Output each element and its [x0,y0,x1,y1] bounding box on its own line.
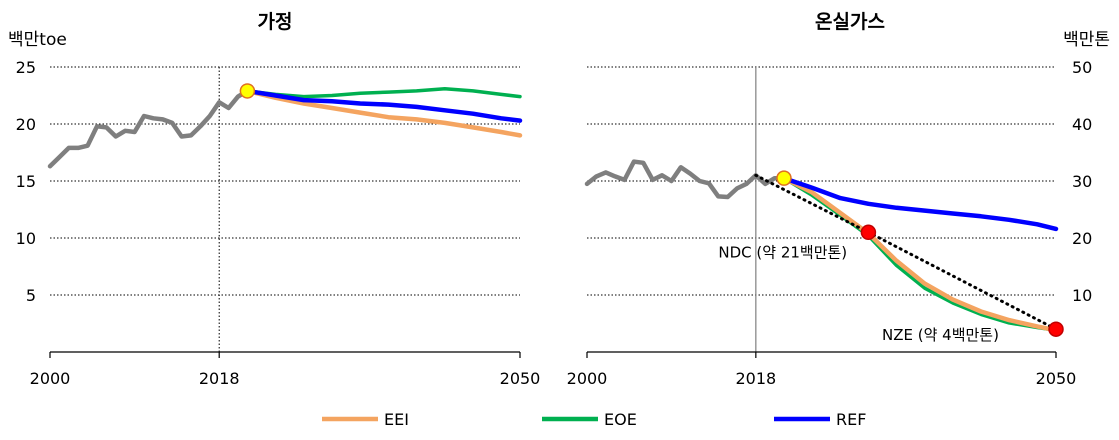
series-line-eei [245,88,523,138]
legend: EEI EOE REF [322,410,866,429]
legend-label-eoe: EOE [604,410,637,429]
left-grid [50,66,520,352]
series-line-eei [781,175,1059,333]
y-tick-label: 50 [1072,58,1092,77]
x-tick-label: 2050 [500,369,541,388]
x-tick-label: 2018 [735,369,776,388]
left-chart-title: 가정 [258,11,293,33]
left-panel: 가정 백만toe 5 10 15 20 25 2000 2018 2050 [8,11,540,388]
x-tick-label: 2000 [30,369,71,388]
series-line-ref [245,88,523,123]
y-tick-label: 5 [26,286,36,305]
legend-label-ref: REF [836,410,866,429]
series-line-ref [781,175,1059,232]
point-marker [860,224,877,241]
right-grid [587,66,1056,352]
y-tick-label: 20 [16,115,36,134]
left-series [47,86,523,169]
right-markers [776,170,1064,337]
left-markers [239,83,256,99]
point-marker [1048,321,1064,337]
y-tick-label: 40 [1072,115,1092,134]
right-annotations: NDC (약 21백만톤) NZE (약 4백만톤) [718,243,999,344]
y-tick-label: 10 [1072,286,1092,305]
point-marker [239,83,256,99]
right-panel: 온실가스 백만톤 10 20 30 40 50 2000 2018 2050 NDC (약 2… [567,11,1110,388]
annotation-label: NZE (약 4백만톤) [882,326,999,344]
y-tick-label: 15 [16,172,36,191]
series-line-history [47,88,250,169]
y-tick-label: 20 [1072,229,1092,248]
series-line-eoe [245,86,522,99]
y-tick-label: 30 [1072,172,1092,191]
legend-label-eei: EEI [384,410,409,429]
y-tick-label: 10 [16,229,36,248]
right-y-unit-label: 백만톤 [1063,30,1110,50]
annotation-label: NDC (약 21백만톤) [718,243,847,261]
x-tick-label: 2018 [199,369,240,388]
right-chart-title: 온실가스 [815,11,885,33]
x-tick-label: 2000 [567,369,608,388]
right-axes: 10 20 30 40 50 2000 2018 2050 [567,58,1093,388]
y-tick-label: 25 [16,58,36,77]
left-y-unit-label: 백만toe [8,30,67,50]
point-marker [776,170,792,186]
x-tick-label: 2050 [1036,369,1077,388]
series-line-history [584,159,787,200]
left-axes: 5 10 15 20 25 2000 2018 2050 [16,58,541,388]
